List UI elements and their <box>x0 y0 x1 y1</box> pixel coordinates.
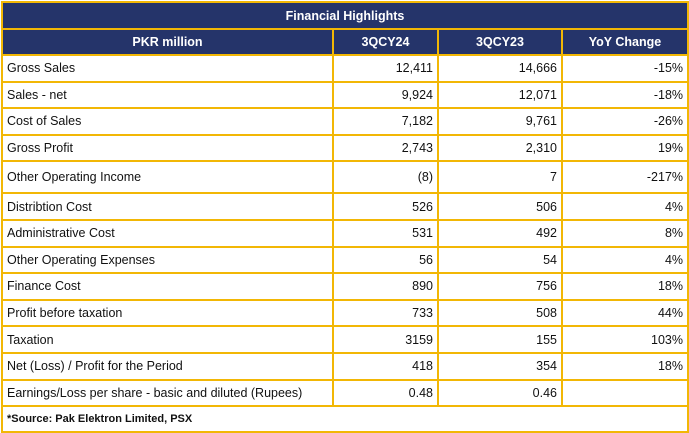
table-row: Net (Loss) / Profit for the Period 418 354… <box>1 351 689 381</box>
column-header-row: PKR million 3QCY24 3QCY23 YoY Change <box>1 28 689 56</box>
source-row: *Source: Pak Elektron Limited, PSX <box>0 405 689 433</box>
cell-3qcy23: 54 <box>437 245 563 275</box>
cell-3qcy23: 0.46 <box>437 378 563 408</box>
cell-3qcy24: 2,743 <box>332 133 439 163</box>
cell-3qcy23: 2,310 <box>437 133 563 163</box>
cell-yoy-change <box>560 378 689 408</box>
cell-3qcy24: 890 <box>332 272 439 301</box>
row-label: Distribtion Cost <box>1 192 334 221</box>
cell-yoy-change: 4% <box>560 245 689 275</box>
cell-3qcy24: 526 <box>332 192 439 221</box>
cell-3qcy24: 3159 <box>332 325 439 354</box>
cell-yoy-change: 18% <box>560 272 689 301</box>
cell-yoy-change: -26% <box>560 107 689 136</box>
cell-yoy-change: 19% <box>560 133 689 163</box>
cell-3qcy23: 9,761 <box>437 107 563 136</box>
cell-3qcy23: 12,071 <box>437 80 563 110</box>
row-label: Finance Cost <box>1 272 334 301</box>
cell-3qcy24: (8) <box>332 160 439 195</box>
table-row: Distribtion Cost 526 506 4% <box>1 192 689 221</box>
cell-yoy-change: 103% <box>560 325 689 354</box>
cell-yoy-change: -18% <box>560 80 689 110</box>
row-label: Other Operating Income <box>1 160 334 195</box>
cell-yoy-change: -217% <box>560 160 689 195</box>
cell-3qcy23: 155 <box>437 325 563 354</box>
cell-3qcy23: 7 <box>437 160 563 195</box>
cell-3qcy24: 733 <box>332 298 439 328</box>
row-label: Gross Sales <box>1 54 334 83</box>
source-note: *Source: Pak Elektron Limited, PSX <box>0 405 689 433</box>
row-label: Cost of Sales <box>1 107 334 136</box>
cell-3qcy23: 756 <box>437 272 563 301</box>
cell-3qcy23: 506 <box>437 192 563 221</box>
table-row: Earnings/Loss per share - basic and dilu… <box>1 378 689 408</box>
row-label: Sales - net <box>1 80 334 110</box>
table-row: Other Operating Income (8) 7 -217% <box>1 160 689 195</box>
column-header-yoy-change: YoY Change <box>560 28 689 56</box>
cell-3qcy23: 508 <box>437 298 563 328</box>
cell-3qcy24: 7,182 <box>332 107 439 136</box>
cell-3qcy24: 0.48 <box>332 378 439 408</box>
cell-yoy-change: -15% <box>560 54 689 83</box>
table-title: Financial Highlights <box>0 1 689 30</box>
row-label: Net (Loss) / Profit for the Period <box>1 351 334 381</box>
cell-yoy-change: 18% <box>560 351 689 381</box>
table-row: Profit before taxation 733 508 44% <box>1 298 689 328</box>
table-row: Gross Profit 2,743 2,310 19% <box>1 133 689 163</box>
column-header-3qcy24: 3QCY24 <box>332 28 439 56</box>
cell-3qcy24: 418 <box>332 351 439 381</box>
cell-3qcy24: 12,411 <box>332 54 439 83</box>
table-body: Gross Sales 12,411 14,666 -15% Sales - net 9… <box>0 54 689 433</box>
table-row: Taxation 3159 155 103% <box>1 325 689 354</box>
row-label: Earnings/Loss per share - basic and dilu… <box>1 378 334 408</box>
table-row: Gross Sales 12,411 14,666 -15% <box>1 54 689 83</box>
row-label: Taxation <box>1 325 334 354</box>
table-row: Finance Cost 890 756 18% <box>1 272 689 301</box>
cell-3qcy24: 531 <box>332 218 439 248</box>
row-label: Administrative Cost <box>1 218 334 248</box>
row-label: Profit before taxation <box>1 298 334 328</box>
column-header-label: PKR million <box>1 28 334 56</box>
column-header-3qcy23: 3QCY23 <box>437 28 563 56</box>
table-row: Cost of Sales 7,182 9,761 -26% <box>1 107 689 136</box>
table-title-row: Financial Highlights <box>0 1 689 30</box>
cell-3qcy23: 14,666 <box>437 54 563 83</box>
cell-yoy-change: 8% <box>560 218 689 248</box>
row-label: Gross Profit <box>1 133 334 163</box>
cell-3qcy23: 354 <box>437 351 563 381</box>
cell-3qcy23: 492 <box>437 218 563 248</box>
table-row: Other Operating Expenses 56 54 4% <box>1 245 689 275</box>
table-row: Sales - net 9,924 12,071 -18% <box>1 80 689 110</box>
cell-3qcy24: 9,924 <box>332 80 439 110</box>
row-label: Other Operating Expenses <box>1 245 334 275</box>
cell-yoy-change: 44% <box>560 298 689 328</box>
cell-yoy-change: 4% <box>560 192 689 221</box>
cell-3qcy24: 56 <box>332 245 439 275</box>
table-row: Administrative Cost 531 492 8% <box>1 218 689 248</box>
